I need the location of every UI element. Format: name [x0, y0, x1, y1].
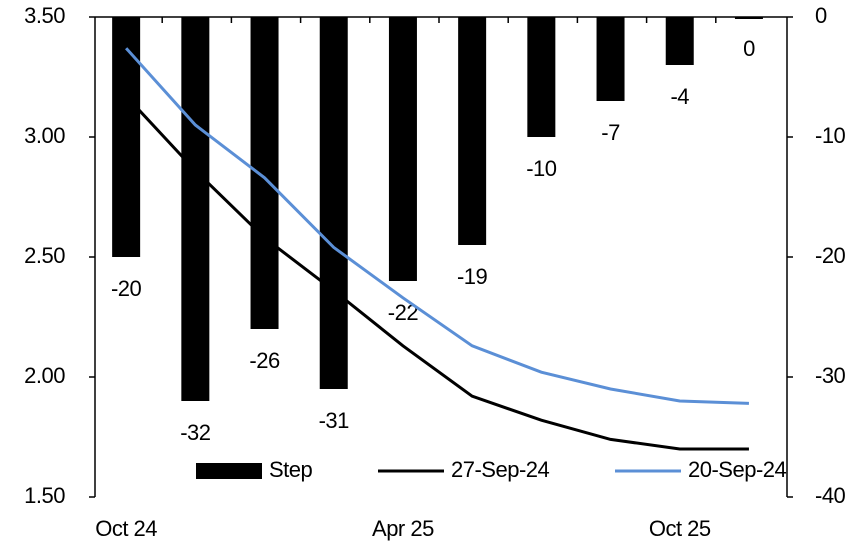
- legend-swatch: [196, 463, 262, 479]
- bar: [458, 17, 487, 245]
- bar: [112, 17, 141, 257]
- bar-value-label: -10: [526, 156, 557, 181]
- y2-tick-label: 0: [815, 3, 827, 28]
- y2-tick-label: -20: [815, 243, 846, 268]
- y-tick-label: 2.00: [24, 363, 65, 388]
- y-tick-label: 2.50: [24, 243, 65, 268]
- legend-label: 27-Sep-24: [451, 457, 550, 482]
- bar: [527, 17, 556, 137]
- bar: [734, 17, 763, 19]
- bar-value-label: -19: [457, 264, 488, 289]
- bar: [665, 17, 694, 65]
- bar-value-label: 0: [743, 36, 755, 61]
- bar-value-label: -26: [249, 348, 280, 373]
- y-tick-label: 1.50: [24, 483, 65, 508]
- bar-value-label: -4: [670, 84, 689, 109]
- x-tick-label: Oct 25: [649, 516, 711, 541]
- bar-value-label: -31: [319, 408, 350, 433]
- bar: [181, 17, 210, 401]
- bar: [319, 17, 348, 389]
- bar: [596, 17, 625, 101]
- y2-tick-label: -10: [815, 123, 846, 148]
- bar-value-label: -20: [111, 276, 142, 301]
- bar: [388, 17, 417, 281]
- y2-tick-label: -30: [815, 363, 846, 388]
- legend-label: 20-Sep-24: [688, 457, 787, 482]
- x-tick-label: Apr 25: [372, 516, 434, 541]
- bar-value-label: -32: [180, 420, 211, 445]
- x-tick-label: Oct 24: [95, 516, 157, 541]
- legend-label: Step: [269, 457, 313, 482]
- line: [125, 47, 749, 405]
- line: [125, 95, 749, 451]
- y2-tick-label: -40: [815, 483, 846, 508]
- y-tick-label: 3.50: [24, 3, 65, 28]
- y-tick-label: 3.00: [24, 123, 65, 148]
- bar: [250, 17, 279, 329]
- bar-value-label: -7: [601, 120, 620, 145]
